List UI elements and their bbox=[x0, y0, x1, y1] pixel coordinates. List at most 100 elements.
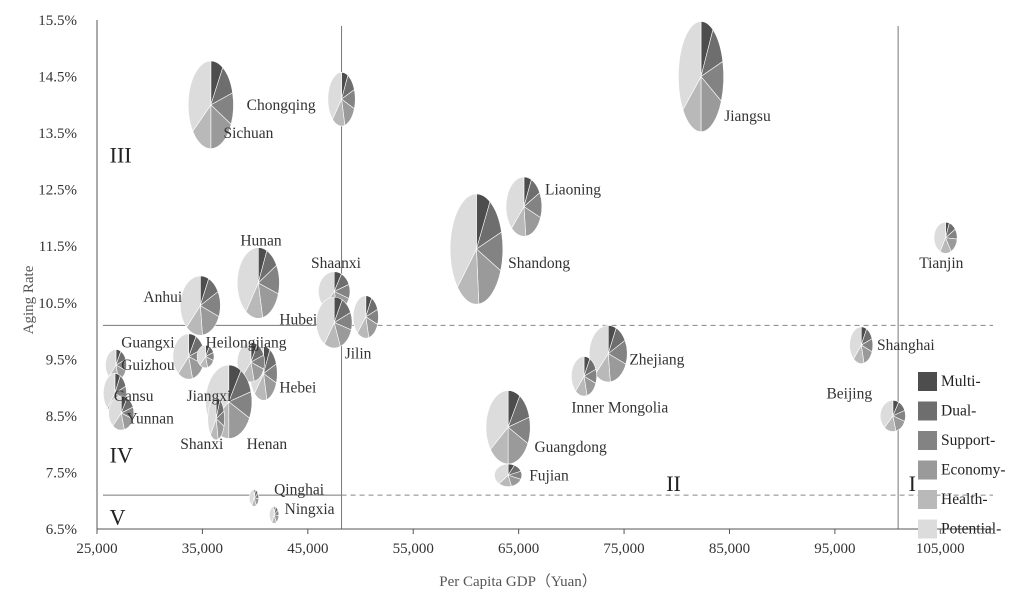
x-axis-title: Per Capita GDP（Yuan） bbox=[439, 573, 597, 590]
province-label: Jiangxi bbox=[187, 388, 232, 405]
province-label: Guangdong bbox=[534, 439, 607, 456]
bubble-slice bbox=[494, 463, 509, 485]
y-tick-label: 10.5% bbox=[38, 296, 77, 312]
bubble-tianjin bbox=[933, 221, 958, 254]
x-tick-label: 85,000 bbox=[709, 541, 750, 557]
bubble-slice bbox=[879, 400, 894, 429]
region-label: III bbox=[110, 143, 132, 168]
bubble-slice bbox=[187, 60, 212, 132]
province-label: Chongqing bbox=[247, 97, 316, 114]
province-label: Yunnan bbox=[127, 411, 175, 428]
bubble-slice bbox=[449, 193, 477, 288]
bubble-slice bbox=[249, 489, 255, 506]
bubble-anhui bbox=[180, 275, 221, 336]
province-label: Shanghai bbox=[877, 337, 935, 354]
province-label: Jilin bbox=[345, 346, 372, 363]
y-tick-label: 7.5% bbox=[46, 465, 77, 481]
bubble-shandong bbox=[449, 193, 504, 305]
bubble-slice bbox=[315, 296, 335, 345]
bubble-qinghai bbox=[249, 489, 260, 507]
bubble-slice bbox=[180, 275, 201, 328]
bubble-heilongjiang bbox=[196, 344, 215, 369]
bubble-beijing bbox=[879, 400, 906, 432]
province-label: Anhui bbox=[143, 289, 182, 306]
x-tick-label: 35,000 bbox=[182, 541, 223, 557]
province-label: Hubei bbox=[279, 312, 318, 329]
bubble-slice bbox=[207, 397, 217, 436]
province-label: Ningxia bbox=[285, 501, 335, 518]
bubble-slice bbox=[103, 373, 116, 409]
y-tick-label: 9.5% bbox=[46, 352, 77, 368]
bubble-inner-mongolia bbox=[571, 356, 597, 397]
province-label: Guizhou bbox=[121, 357, 175, 374]
bubble-slice bbox=[485, 390, 509, 450]
province-label: Jiangsu bbox=[724, 108, 771, 125]
province-label: Henan bbox=[247, 436, 288, 453]
province-label: Inner Mongolia bbox=[571, 399, 668, 416]
bubble-guizhou bbox=[105, 349, 127, 381]
province-label: Guangxi bbox=[121, 334, 175, 351]
x-tick-label: 45,000 bbox=[287, 541, 328, 557]
x-tick-label: 95,000 bbox=[814, 541, 855, 557]
bubble-yunnan bbox=[108, 395, 135, 431]
x-tick-label: 25,000 bbox=[76, 541, 117, 557]
legend-label: Health- bbox=[941, 491, 987, 508]
province-label: Shandong bbox=[508, 255, 570, 272]
bubble-slice bbox=[108, 395, 122, 427]
province-label: Gansu bbox=[114, 388, 154, 405]
y-tick-label: 11.5% bbox=[39, 239, 77, 255]
x-tick-label: 105,000 bbox=[916, 541, 965, 557]
bubble-slice bbox=[678, 21, 702, 111]
region-label: V bbox=[110, 505, 126, 530]
bubbles bbox=[103, 21, 958, 524]
bubble-slice bbox=[105, 349, 117, 378]
x-tick-label: 55,000 bbox=[393, 541, 434, 557]
bubble-ningxia bbox=[269, 506, 280, 524]
y-tick-label: 14.5% bbox=[38, 70, 77, 86]
bubble-shanxi bbox=[207, 397, 225, 441]
province-label: Zhejiang bbox=[629, 351, 684, 368]
province-label: Hunan bbox=[240, 233, 282, 250]
bubble-shanghai bbox=[849, 326, 874, 364]
bubble-slice bbox=[352, 295, 367, 334]
province-label: Qinghai bbox=[274, 481, 325, 498]
legend-swatch bbox=[918, 431, 937, 450]
bubble-slice bbox=[236, 247, 259, 313]
bubble-slice bbox=[505, 176, 525, 229]
bubble-slice bbox=[933, 221, 946, 252]
bubble-liaoning bbox=[505, 176, 543, 237]
legend-label: Support- bbox=[941, 432, 995, 449]
province-labels: Chongqing Sichuan Jiangsu Liaoning Shandong T… bbox=[114, 97, 964, 518]
bubble-slice bbox=[210, 104, 232, 149]
bubble-slice bbox=[700, 75, 722, 132]
y-tick-label: 6.5% bbox=[46, 522, 77, 538]
province-label: Tianjin bbox=[919, 255, 963, 272]
legend-swatch bbox=[918, 519, 937, 539]
region-label: II bbox=[666, 471, 681, 496]
bubble-zhejiang bbox=[589, 325, 628, 383]
bubble-slice bbox=[327, 72, 342, 120]
bubble-jiangxi-bubble bbox=[236, 342, 265, 383]
legend-swatch bbox=[918, 460, 937, 480]
bubble-guangdong bbox=[485, 390, 531, 465]
province-label: Fujian bbox=[529, 467, 569, 484]
region-label: IV bbox=[110, 442, 133, 467]
bubble-fujian bbox=[494, 463, 523, 487]
y-tick-label: 15.5% bbox=[38, 13, 77, 29]
reference-lines bbox=[103, 26, 993, 529]
region-label: I bbox=[909, 471, 916, 496]
bubble-slice bbox=[682, 76, 702, 132]
province-label: Beijing bbox=[826, 385, 872, 402]
bubble-jilin bbox=[352, 295, 379, 339]
legend-swatch bbox=[918, 372, 937, 391]
y-axis-title: Aging Rate bbox=[21, 265, 37, 334]
bubble-hunan bbox=[236, 247, 280, 319]
bubble-jiangsu bbox=[678, 21, 724, 132]
province-label: Shanxi bbox=[180, 436, 224, 453]
bubble-chongqing bbox=[187, 60, 234, 149]
bubble-hubei bbox=[315, 296, 353, 349]
province-label: Sichuan bbox=[223, 125, 273, 142]
province-label: Heilongjiang bbox=[206, 334, 287, 351]
